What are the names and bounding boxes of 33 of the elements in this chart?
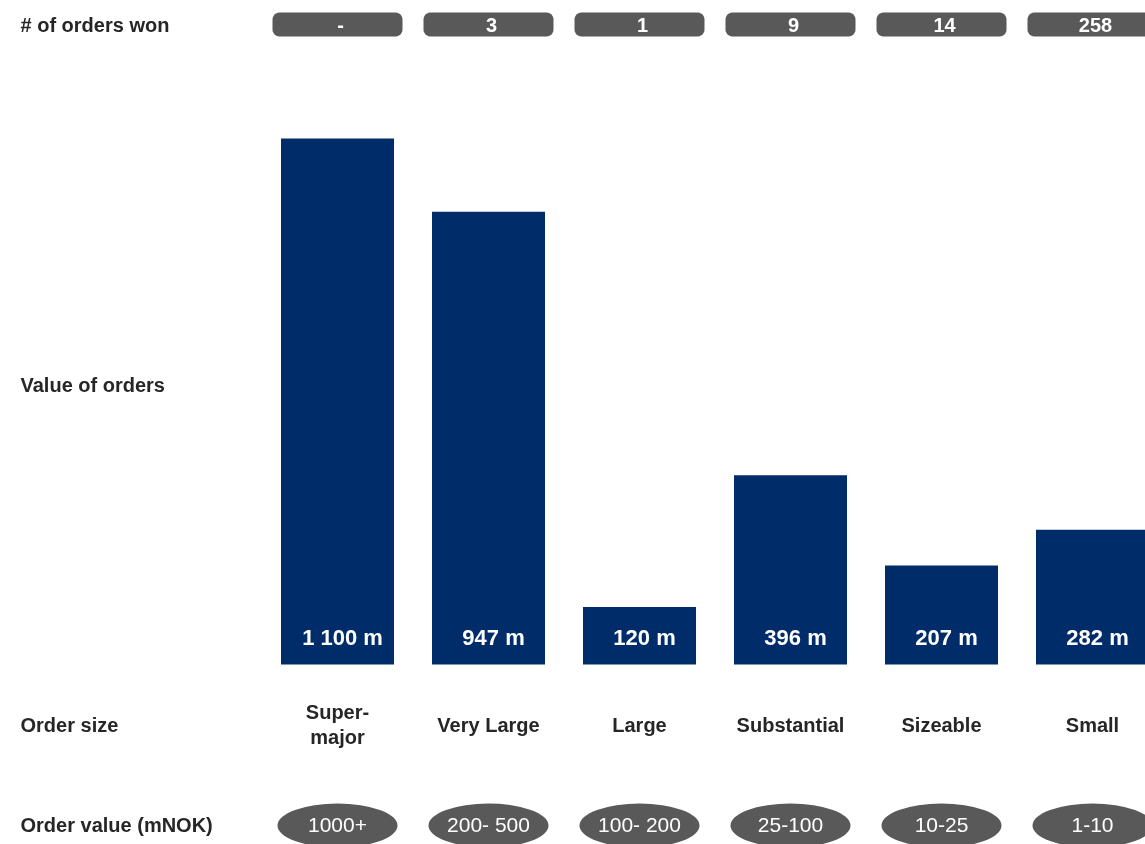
x-tick-label: Super-major <box>305 701 370 748</box>
text: 1 <box>636 13 649 36</box>
text: 100- 200 <box>598 813 681 836</box>
text: 200- 500 <box>447 813 530 836</box>
y-axis-title: Value of orders <box>20 373 165 396</box>
x-tick-label: Very Large <box>437 713 540 736</box>
text: 9 <box>787 13 800 36</box>
bar <box>281 138 394 665</box>
text: 1000+ <box>308 812 367 836</box>
bar <box>583 607 696 665</box>
bar <box>432 211 545 665</box>
x-tick-label: Large <box>612 713 667 736</box>
text: 258 <box>1078 13 1113 36</box>
text: 10-25 <box>914 812 969 836</box>
x-tick-label: Small <box>1065 713 1120 736</box>
data-label: 396 m <box>764 625 827 650</box>
data-label: 947 m <box>462 625 525 650</box>
data-label: 282 m <box>1066 625 1129 650</box>
text: 1-10 <box>1071 812 1114 836</box>
x-tick-label: Substantial <box>736 713 845 736</box>
x-tick-label: Sizeable <box>901 713 982 736</box>
text: 25-100 <box>757 812 824 836</box>
text: 14 <box>933 13 957 36</box>
bar <box>885 565 998 665</box>
data-label: 120 m <box>613 625 676 650</box>
bar <box>734 475 847 665</box>
data-label: 1 100 m <box>302 625 383 650</box>
text: Order size <box>20 713 119 736</box>
text: # of orders won <box>20 13 170 36</box>
text: - <box>337 13 344 36</box>
text: Order value (mNOK) <box>20 813 213 836</box>
data-label: 207 m <box>915 625 978 650</box>
text: 3 <box>485 13 498 36</box>
